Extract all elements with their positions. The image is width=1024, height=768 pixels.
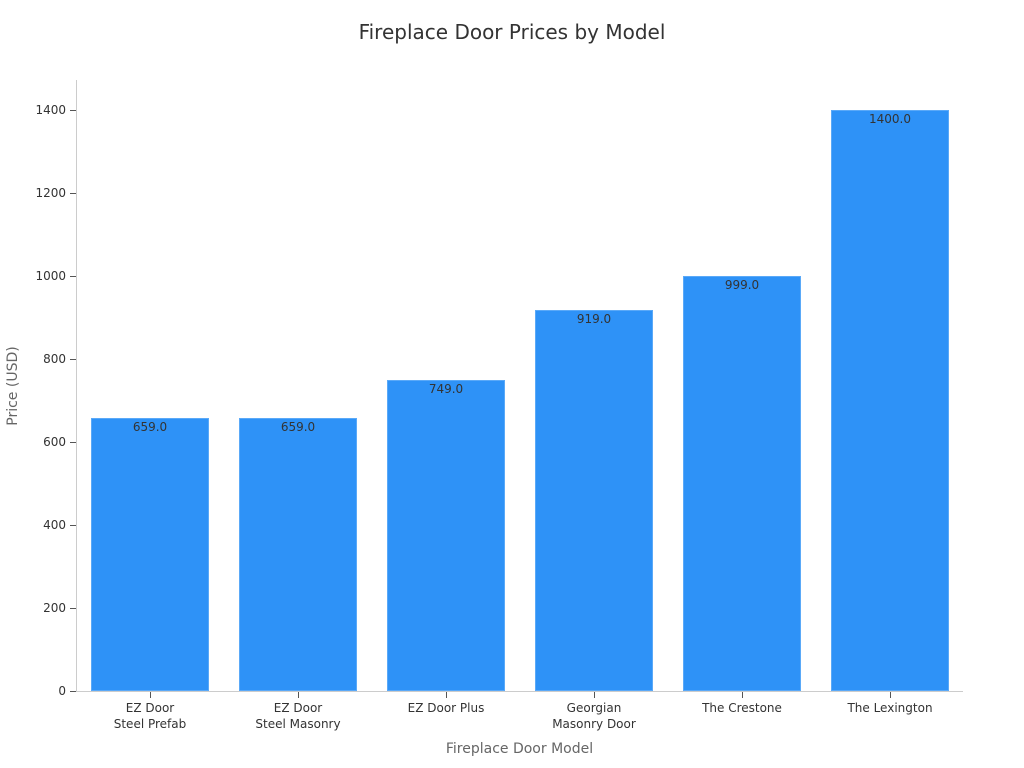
y-tick-label: 600 bbox=[43, 435, 66, 449]
y-tick-mark bbox=[70, 608, 76, 609]
x-tick-mark bbox=[298, 692, 299, 698]
bar[interactable]: 999.0 bbox=[683, 276, 801, 691]
y-tick: 1200 bbox=[0, 186, 76, 207]
y-tick-label: 0 bbox=[58, 684, 66, 698]
bar[interactable]: 919.0 bbox=[535, 309, 653, 691]
bar-value-label: 919.0 bbox=[576, 311, 612, 326]
y-tick-mark bbox=[70, 525, 76, 526]
bar[interactable]: 1400.0 bbox=[831, 110, 949, 691]
y-tick-mark bbox=[70, 276, 76, 277]
y-tick: 800 bbox=[0, 352, 76, 373]
y-tick: 200 bbox=[0, 601, 76, 622]
y-tick-mark bbox=[70, 359, 76, 360]
y-tick-label: 1000 bbox=[35, 269, 66, 283]
y-tick-label: 400 bbox=[43, 518, 66, 532]
x-tick-label: EZ Door Plus bbox=[407, 701, 485, 715]
y-tick: 400 bbox=[0, 518, 76, 539]
x-tick-mark bbox=[890, 692, 891, 698]
bar-value-label: 999.0 bbox=[724, 278, 760, 293]
y-tick-label: 1200 bbox=[35, 186, 66, 200]
x-tick-label: The Crestone bbox=[702, 701, 782, 715]
x-tick-label: EZ Door Steel Prefab bbox=[113, 701, 187, 731]
x-axis-line bbox=[76, 691, 963, 692]
y-tick-mark bbox=[70, 691, 76, 692]
x-tick-mark bbox=[446, 692, 447, 698]
x-tick-mark bbox=[742, 692, 743, 698]
x-tick-label: EZ Door Steel Masonry bbox=[255, 701, 341, 731]
bar-value-label: 749.0 bbox=[428, 382, 464, 397]
y-tick-label: 1400 bbox=[35, 103, 66, 117]
x-axis-label: Fireplace Door Model bbox=[445, 741, 594, 757]
y-tick: 1000 bbox=[0, 269, 76, 290]
bar[interactable]: 659.0 bbox=[239, 417, 357, 691]
x-tick-mark bbox=[594, 692, 595, 698]
bar-value-label: 659.0 bbox=[132, 419, 168, 434]
x-tick-label: The Lexington bbox=[847, 701, 933, 715]
y-tick: 0 bbox=[0, 684, 76, 705]
x-tick-label: Georgian Masonry Door bbox=[552, 701, 636, 731]
y-tick-label: 800 bbox=[43, 352, 66, 366]
y-axis-line bbox=[76, 80, 77, 692]
y-axis-label: Price (USD) bbox=[5, 346, 21, 426]
x-tick-mark bbox=[150, 692, 151, 698]
bar-value-label: 1400.0 bbox=[869, 112, 911, 126]
y-tick-mark bbox=[70, 110, 76, 111]
y-tick: 1400 bbox=[0, 103, 76, 124]
y-tick-label: 200 bbox=[43, 601, 66, 615]
bar-value-label: 659.0 bbox=[280, 419, 316, 434]
bar[interactable]: 749.0 bbox=[387, 380, 505, 691]
chart-title: Fireplace Door Prices by Model bbox=[358, 20, 666, 44]
y-tick-mark bbox=[70, 193, 76, 194]
y-tick-mark bbox=[70, 442, 76, 443]
y-tick: 600 bbox=[0, 435, 76, 456]
bar[interactable]: 659.0 bbox=[91, 417, 209, 691]
